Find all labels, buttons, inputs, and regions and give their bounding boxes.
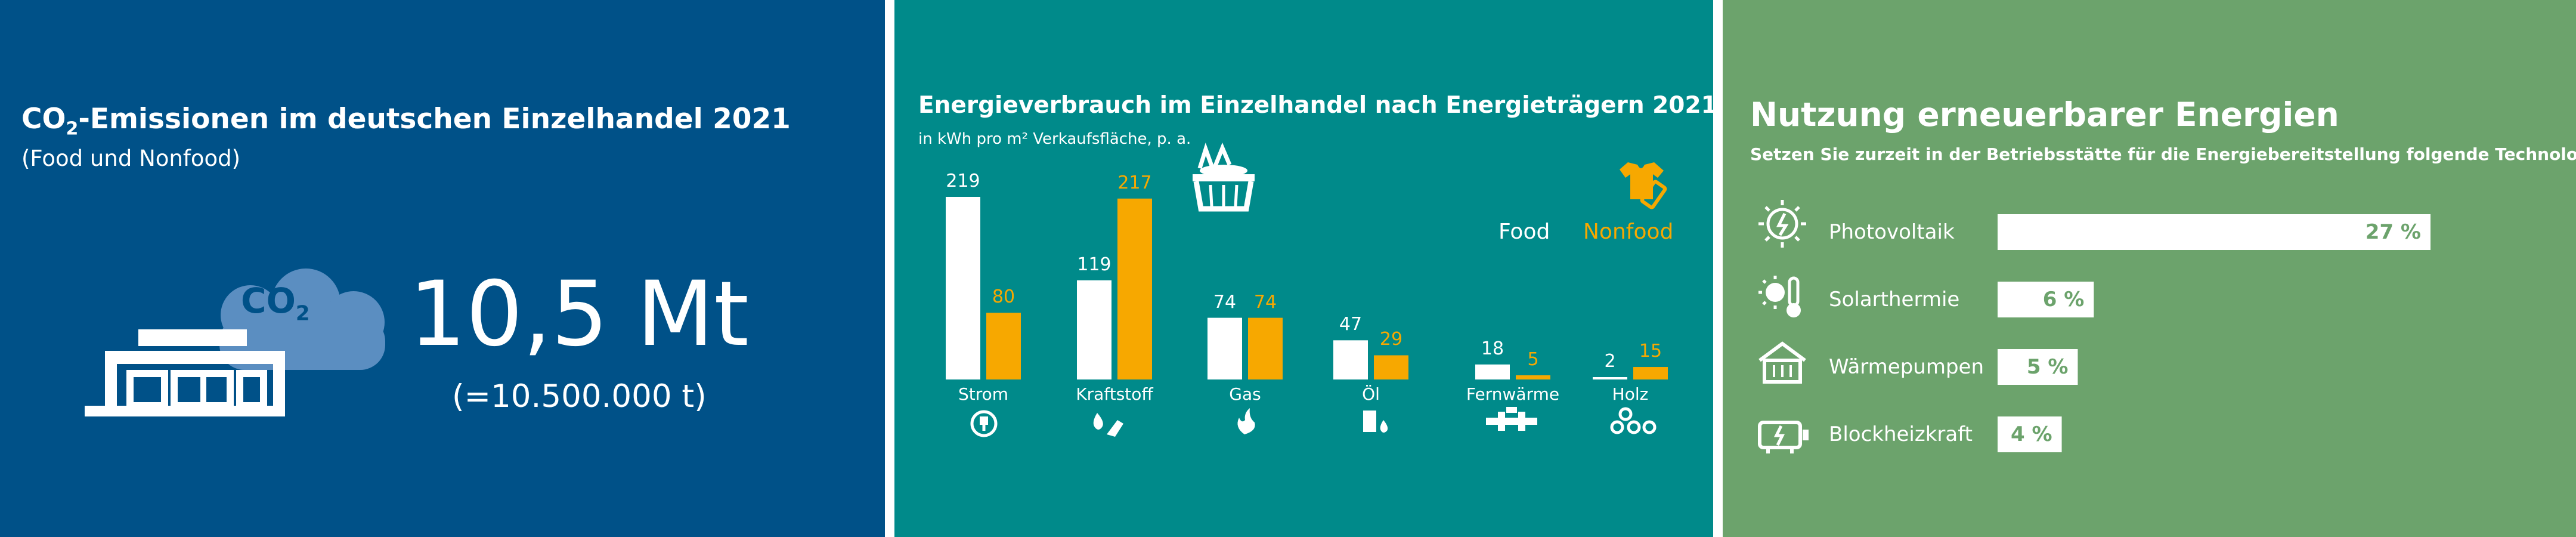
store-cloud-icon bbox=[85, 268, 385, 416]
category-label: Fernwärme bbox=[1466, 384, 1560, 404]
bar-food-5 bbox=[1593, 377, 1627, 379]
energy-subtitle: in kWh pro m² Verkaufsfläche, p. a. bbox=[918, 130, 1191, 148]
co2-title: CO2-Emissionen im deutschen Einzelhandel… bbox=[21, 103, 791, 140]
store-icon bbox=[85, 329, 285, 416]
bar-value-label: 74 bbox=[1213, 291, 1237, 313]
pipe-icon bbox=[1486, 407, 1537, 431]
flame-icon bbox=[1237, 408, 1255, 434]
bar-nonfood-1 bbox=[1117, 198, 1152, 379]
renewable-bar-0 bbox=[1998, 214, 2431, 250]
bar-value-label: 119 bbox=[1077, 254, 1111, 275]
bar-nonfood-3 bbox=[1374, 355, 1408, 379]
energy-category-icons bbox=[970, 407, 1657, 437]
bar-food-1 bbox=[1077, 280, 1111, 379]
category-label: Kraftstoff bbox=[1076, 384, 1153, 404]
bar-value-label: 15 bbox=[1639, 341, 1662, 362]
bar-food-3 bbox=[1333, 340, 1368, 379]
renewables-title: Nutzung erneuerbarer Energien bbox=[1750, 95, 2339, 134]
bar-nonfood-2 bbox=[1248, 317, 1283, 379]
category-label: Öl bbox=[1362, 384, 1380, 404]
co2-panel: CO2-Emissionen im deutschen Einzelhandel… bbox=[0, 0, 885, 537]
bar-value-label: 217 bbox=[1117, 172, 1152, 193]
energy-title: Energieverbrauch im Einzelhandel nach En… bbox=[918, 92, 1713, 119]
renewable-category-label: Photovoltaik bbox=[1829, 220, 1955, 244]
bar-value-label: 80 bbox=[992, 286, 1015, 308]
renewables-icons bbox=[1758, 200, 2431, 453]
co2-value: 10,5 Mt bbox=[409, 263, 749, 366]
cloud-co2-label: CO2 bbox=[241, 280, 310, 326]
bar-nonfood-5 bbox=[1633, 367, 1668, 379]
tshirt-phone-icon bbox=[1620, 162, 1667, 209]
fuel-pump-icon bbox=[1093, 413, 1123, 437]
bar-food-0 bbox=[946, 197, 980, 379]
thermometer-sun-icon bbox=[1758, 276, 1801, 317]
co2-value-detail: (=10.500.000 t) bbox=[452, 378, 707, 415]
energy-bar-chart bbox=[946, 142, 1668, 379]
category-label: Strom bbox=[958, 384, 1009, 404]
renewable-category-label: Wärmepumpen bbox=[1829, 355, 1984, 379]
renewable-category-label: Blockheizkraft bbox=[1829, 422, 1973, 446]
bar-value-label: 29 bbox=[1379, 329, 1403, 350]
bar-value-label: 5 bbox=[1527, 349, 1539, 370]
renewables-panel: Nutzung erneuerbarer Energien Setzen Sie… bbox=[1723, 0, 2576, 537]
category-label: Holz bbox=[1612, 384, 1649, 404]
bar-nonfood-0 bbox=[986, 313, 1021, 379]
food-basket-icon bbox=[1193, 142, 1255, 212]
energy-panel: Energieverbrauch im Einzelhandel nach En… bbox=[894, 0, 1713, 537]
renewable-value-label: 4 % bbox=[2010, 422, 2052, 446]
heat-pump-house-icon bbox=[1758, 341, 1806, 384]
bar-value-label: 219 bbox=[946, 171, 980, 192]
renewable-category-label: Solarthermie bbox=[1829, 288, 1960, 311]
renewable-value-label: 27 % bbox=[2365, 220, 2421, 244]
chp-generator-icon bbox=[1758, 421, 1809, 453]
bar-food-2 bbox=[1208, 317, 1242, 379]
solar-panel-icon bbox=[1758, 200, 1806, 248]
renewable-bar-2 bbox=[1998, 349, 2078, 385]
renewable-bar-1 bbox=[1998, 282, 2094, 317]
category-label: Gas bbox=[1229, 384, 1261, 404]
bar-value-label: 47 bbox=[1339, 314, 1363, 335]
wood-logs-icon bbox=[1610, 407, 1657, 434]
bar-value-label: 74 bbox=[1253, 291, 1277, 313]
bar-food-4 bbox=[1475, 364, 1510, 379]
oil-barrel-icon bbox=[1363, 411, 1388, 433]
bar-value-label: 18 bbox=[1481, 338, 1504, 359]
renewable-bar-3 bbox=[1998, 416, 2062, 452]
bar-value-label: 2 bbox=[1604, 351, 1616, 372]
co2-subtitle: (Food und Nonfood) bbox=[21, 146, 241, 171]
bar-nonfood-4 bbox=[1516, 375, 1550, 379]
renewable-value-label: 5 % bbox=[2026, 355, 2069, 379]
legend-food: Food bbox=[1498, 220, 1550, 244]
legend-nonfood: Nonfood bbox=[1583, 220, 1674, 244]
renewables-subtitle: Setzen Sie zurzeit in der Betriebsstätte… bbox=[1750, 144, 2576, 164]
plug-icon bbox=[970, 410, 998, 437]
renewable-value-label: 6 % bbox=[2042, 288, 2085, 311]
